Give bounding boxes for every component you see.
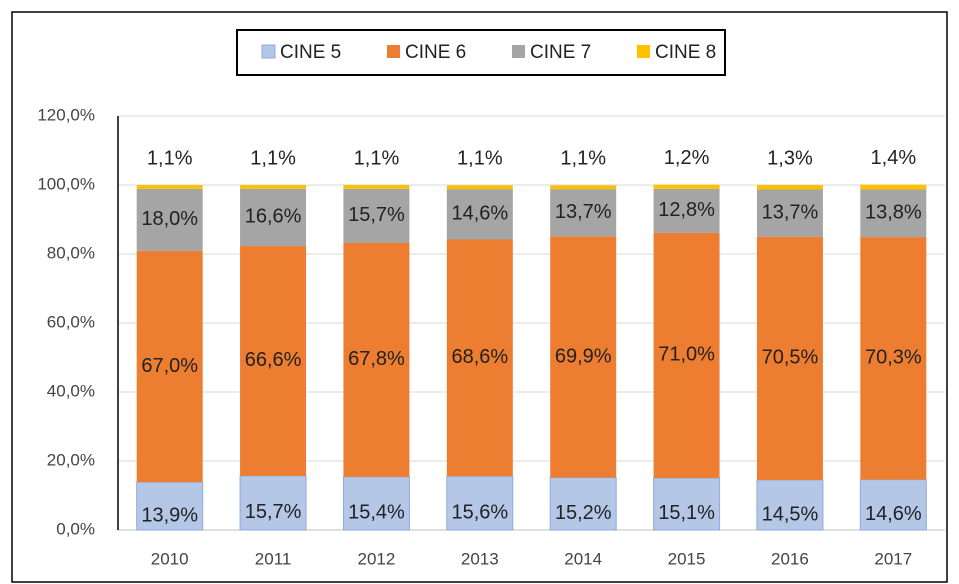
- x-tick-label: 2016: [771, 549, 809, 568]
- legend-label: CINE 8: [655, 42, 716, 63]
- y-tick-label: 80,0%: [47, 243, 95, 262]
- data-label: 13,8%: [865, 202, 922, 224]
- data-label: 1,1%: [560, 148, 606, 170]
- bar-segment: [859, 479, 927, 531]
- bar-segment: [550, 236, 617, 478]
- bar-segment: [549, 477, 617, 531]
- legend-swatch: [387, 45, 400, 58]
- data-label: 15,1%: [658, 502, 715, 524]
- data-label: 14,6%: [451, 203, 508, 225]
- data-label: 67,8%: [348, 348, 405, 370]
- bar-segment: [756, 479, 824, 531]
- data-label: 66,6%: [245, 349, 302, 371]
- data-label: 1,2%: [664, 147, 710, 169]
- y-tick-label: 40,0%: [47, 381, 95, 400]
- bar-segment: [550, 185, 617, 190]
- legend-label: CINE 5: [280, 42, 341, 63]
- data-label: 13,9%: [141, 504, 198, 526]
- bar-segment: [239, 475, 307, 531]
- x-tick-label: 2017: [874, 549, 912, 568]
- bar-segment: [446, 185, 513, 190]
- data-label: 14,6%: [865, 503, 922, 525]
- bar-segment: [860, 189, 927, 238]
- data-label: 1,1%: [147, 147, 193, 169]
- bar-segment: [756, 189, 823, 237]
- bar-segment: [756, 236, 823, 480]
- legend-swatch: [261, 44, 276, 59]
- bar-segment: [240, 246, 307, 476]
- data-label: 15,6%: [451, 501, 508, 523]
- bar-segment: [860, 184, 927, 190]
- legend-label: CINE 6: [405, 42, 466, 63]
- data-label: 1,3%: [767, 147, 813, 169]
- data-label: 18,0%: [141, 208, 198, 230]
- y-tick-label: 100,0%: [37, 174, 95, 193]
- y-tick-label: 120,0%: [37, 105, 95, 124]
- data-label: 1,1%: [457, 148, 503, 170]
- data-label: 71,0%: [658, 344, 715, 366]
- bar-segment: [136, 250, 203, 483]
- bar-segment: [343, 242, 410, 477]
- y-tick-label: 20,0%: [47, 450, 95, 469]
- data-label: 69,9%: [555, 345, 612, 367]
- bar-segment: [343, 188, 410, 243]
- bar-segment: [860, 237, 927, 480]
- data-label: 15,7%: [348, 204, 405, 226]
- data-label: 12,8%: [658, 199, 715, 221]
- bar-segment: [136, 188, 203, 251]
- data-label: 68,6%: [451, 346, 508, 368]
- data-label: 16,6%: [245, 206, 302, 228]
- data-label: 15,4%: [348, 502, 405, 524]
- bar-segment: [342, 476, 410, 531]
- bar-segment: [756, 185, 823, 190]
- legend-swatch: [512, 45, 525, 58]
- bar-segment: [136, 481, 204, 531]
- x-tick-label: 2010: [151, 549, 189, 568]
- bar-segment: [653, 477, 721, 531]
- bar-segment: [653, 232, 720, 478]
- bar-segment: [446, 239, 513, 477]
- data-label: 67,0%: [141, 355, 198, 377]
- legend-label: CINE 7: [530, 42, 591, 63]
- x-tick-label: 2011: [255, 549, 292, 568]
- bar-segment: [446, 189, 513, 240]
- y-tick-label: 60,0%: [47, 312, 95, 331]
- x-tick-label: 2012: [358, 549, 396, 568]
- legend-swatch: [637, 45, 650, 58]
- data-label: 70,3%: [865, 347, 922, 369]
- data-label: 13,7%: [555, 201, 612, 223]
- data-label: 15,7%: [245, 501, 302, 523]
- x-tick-label: 2015: [668, 549, 706, 568]
- data-label: 1,1%: [354, 147, 400, 169]
- y-tick-label: 0,0%: [56, 519, 95, 538]
- bar-segment: [653, 184, 720, 189]
- bar-segment: [446, 475, 514, 531]
- data-label: 1,1%: [250, 147, 296, 169]
- bar-segment: [240, 185, 307, 189]
- x-tick-label: 2013: [461, 549, 499, 568]
- data-label: 13,7%: [762, 201, 819, 223]
- x-tick-label: 2014: [564, 549, 602, 568]
- bar-segment: [343, 185, 410, 189]
- data-label: 15,2%: [555, 502, 612, 524]
- bar-segment: [240, 188, 307, 247]
- bar-segment: [136, 185, 203, 189]
- data-label: 1,4%: [871, 147, 917, 169]
- bar-segment: [653, 188, 720, 233]
- data-label: 14,5%: [762, 503, 819, 525]
- data-label: 70,5%: [762, 347, 819, 369]
- bar-segment: [550, 189, 617, 237]
